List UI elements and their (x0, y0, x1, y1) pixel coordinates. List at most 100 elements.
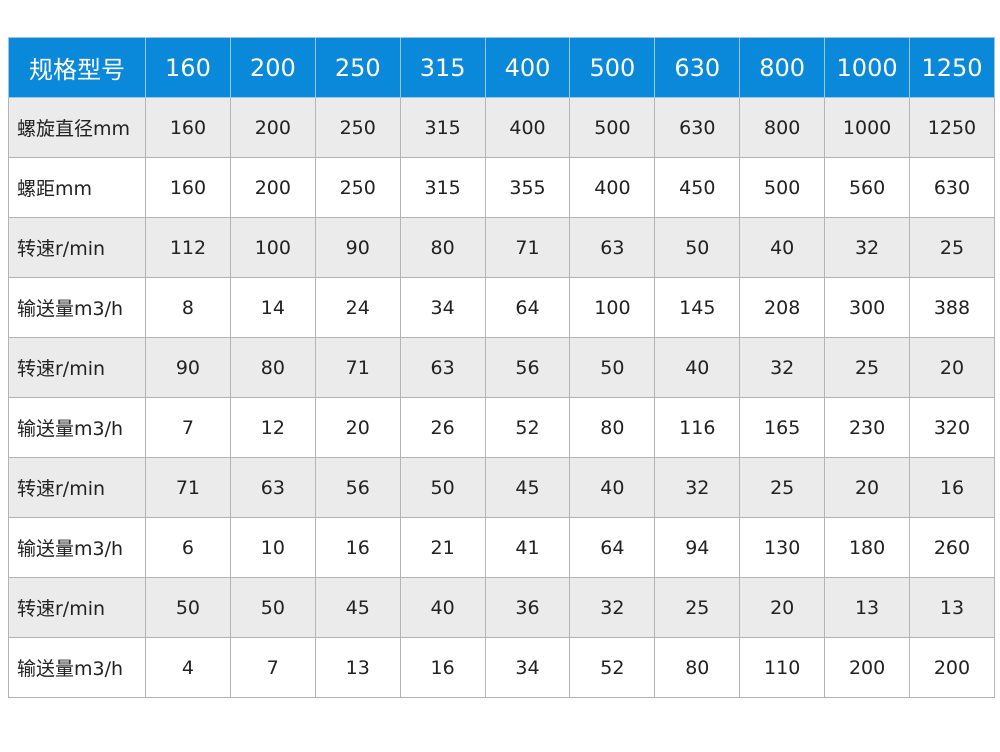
table-cell: 200 (909, 637, 995, 698)
table-cell: 45 (314, 577, 401, 638)
table-cell: 230 (824, 397, 911, 458)
table-cell: 4 (145, 637, 231, 698)
table-cell: 450 (654, 157, 741, 218)
spec-table: 规格型号 160 200 250 315 400 500 630 800 1000 1250 螺旋直… (8, 37, 995, 698)
table-cell: 56 (314, 457, 401, 518)
table-cell: 315 (399, 157, 486, 218)
table-cell: 6 (145, 517, 231, 578)
table-row: 转速r/min 90 80 71 63 56 50 40 32 25 20 (8, 337, 995, 398)
table-cell: 50 (229, 577, 316, 638)
table-cell: 12 (229, 397, 316, 458)
table-cell: 24 (314, 277, 401, 338)
table-cell: 13 (314, 637, 401, 698)
table-cell: 13 (909, 577, 995, 638)
header-model-label: 规格型号 (8, 37, 146, 98)
table-cell: 26 (399, 397, 486, 458)
table-cell: 32 (569, 577, 656, 638)
table-cell: 32 (739, 337, 826, 398)
table-cell: 80 (654, 637, 741, 698)
table-cell: 40 (654, 337, 741, 398)
table-cell: 32 (654, 457, 741, 518)
table-cell: 160 (145, 157, 231, 218)
table-cell: 7 (229, 637, 316, 698)
table-cell: 63 (399, 337, 486, 398)
table-cell: 25 (654, 577, 741, 638)
table-cell: 41 (484, 517, 571, 578)
table-cell: 63 (569, 217, 656, 278)
table-cell: 110 (739, 637, 826, 698)
header-model: 1000 (824, 37, 911, 98)
row-label: 输送量m3/h (8, 397, 146, 458)
header-model: 800 (739, 37, 826, 98)
table-cell: 165 (739, 397, 826, 458)
table-cell: 14 (229, 277, 316, 338)
table-cell: 500 (739, 157, 826, 218)
table-cell: 56 (484, 337, 571, 398)
table-cell: 63 (229, 457, 316, 518)
row-label: 转速r/min (8, 577, 146, 638)
row-label: 转速r/min (8, 457, 146, 518)
table-row: 螺旋直径mm 160 200 250 315 400 500 630 800 1000 1250 (8, 97, 995, 158)
table-cell: 80 (569, 397, 656, 458)
table-row: 转速r/min 71 63 56 50 45 40 32 25 20 16 (8, 457, 995, 518)
header-model: 315 (399, 37, 486, 98)
header-model: 1250 (909, 37, 995, 98)
table-row: 输送量m3/h 7 12 20 26 52 80 116 165 230 320 (8, 397, 995, 458)
header-model: 500 (569, 37, 656, 98)
table-cell: 800 (739, 97, 826, 158)
table-cell: 94 (654, 517, 741, 578)
table-cell: 34 (484, 637, 571, 698)
table-cell: 40 (739, 217, 826, 278)
table-cell: 50 (145, 577, 231, 638)
header-model: 200 (229, 37, 316, 98)
table-cell: 80 (399, 217, 486, 278)
table-cell: 20 (739, 577, 826, 638)
table-row: 转速r/min 50 50 45 40 36 32 25 20 13 13 (8, 577, 995, 638)
table-row: 输送量m3/h 6 10 16 21 41 64 94 130 180 260 (8, 517, 995, 578)
table-cell: 52 (569, 637, 656, 698)
table-cell: 250 (314, 157, 401, 218)
table-cell: 300 (824, 277, 911, 338)
table-cell: 34 (399, 277, 486, 338)
table-cell: 315 (399, 97, 486, 158)
table-cell: 40 (399, 577, 486, 638)
row-label: 转速r/min (8, 217, 146, 278)
table-cell: 208 (739, 277, 826, 338)
row-label: 转速r/min (8, 337, 146, 398)
table-cell: 8 (145, 277, 231, 338)
table-cell: 1250 (909, 97, 995, 158)
table-cell: 100 (569, 277, 656, 338)
header-model: 630 (654, 37, 741, 98)
table-cell: 10 (229, 517, 316, 578)
table-cell: 32 (824, 217, 911, 278)
table-cell: 64 (569, 517, 656, 578)
table-cell: 1000 (824, 97, 911, 158)
table-cell: 20 (314, 397, 401, 458)
table-cell: 71 (484, 217, 571, 278)
table-cell: 50 (399, 457, 486, 518)
table-cell: 40 (569, 457, 656, 518)
table-cell: 260 (909, 517, 995, 578)
table-cell: 50 (569, 337, 656, 398)
row-label: 输送量m3/h (8, 517, 146, 578)
table-cell: 400 (569, 157, 656, 218)
header-model: 250 (314, 37, 401, 98)
table-row: 转速r/min 112 100 90 80 71 63 50 40 32 25 (8, 217, 995, 278)
table-cell: 130 (739, 517, 826, 578)
table-cell: 100 (229, 217, 316, 278)
table-cell: 16 (314, 517, 401, 578)
table-cell: 7 (145, 397, 231, 458)
table-cell: 52 (484, 397, 571, 458)
table-cell: 388 (909, 277, 995, 338)
table-cell: 145 (654, 277, 741, 338)
table-cell: 200 (229, 157, 316, 218)
table-row: 螺距mm 160 200 250 315 355 400 450 500 560 630 (8, 157, 995, 218)
table-cell: 36 (484, 577, 571, 638)
table-cell: 250 (314, 97, 401, 158)
table-cell: 71 (314, 337, 401, 398)
table-cell: 180 (824, 517, 911, 578)
table-cell: 13 (824, 577, 911, 638)
row-label: 输送量m3/h (8, 277, 146, 338)
table-cell: 355 (484, 157, 571, 218)
table-cell: 200 (824, 637, 911, 698)
